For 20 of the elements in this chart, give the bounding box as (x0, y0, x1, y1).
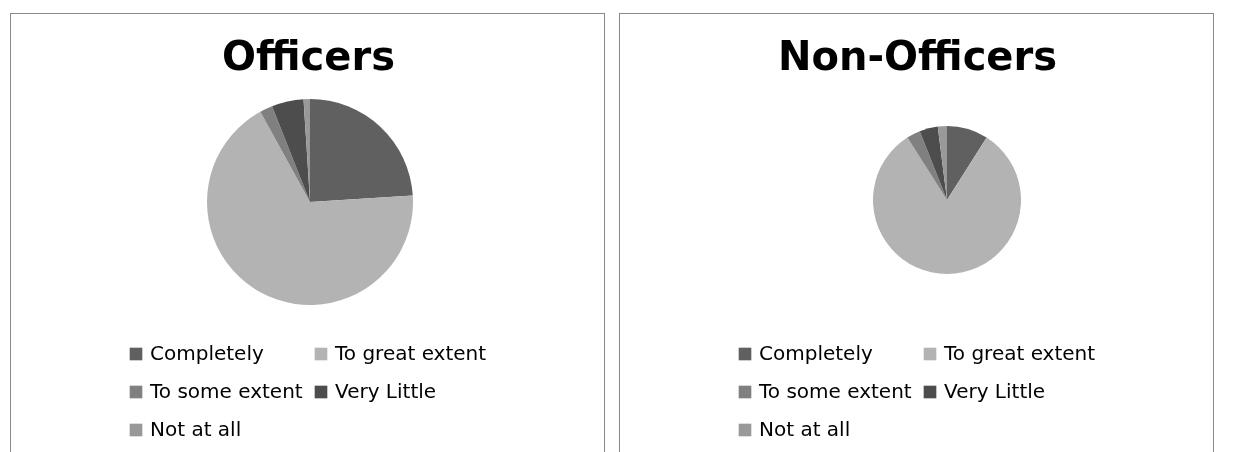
legend-label: To some extent (149, 379, 303, 403)
pie-slice (947, 126, 987, 200)
legend-label: To some extent (758, 379, 912, 403)
pie-slice (919, 126, 947, 200)
legend-label: Very Little (944, 379, 1046, 403)
pie-slice (907, 131, 947, 200)
chart-title: Non-Officers (777, 33, 1058, 79)
legend-label: Very Little (335, 379, 437, 403)
pie-slice (873, 137, 1021, 274)
chart-title: Officers (222, 33, 395, 79)
pie-slice (260, 106, 310, 202)
legend-label: To great extent (943, 341, 1096, 365)
legend-label: Not at all (759, 417, 851, 441)
legend-label: Completely (150, 341, 264, 365)
pie-slice (272, 99, 310, 202)
pie-slice (207, 111, 413, 305)
legend-label: Not at all (150, 417, 242, 441)
legend-label: To great extent (334, 341, 487, 365)
legend-label: Completely (759, 341, 873, 365)
pie-slice (310, 99, 413, 202)
